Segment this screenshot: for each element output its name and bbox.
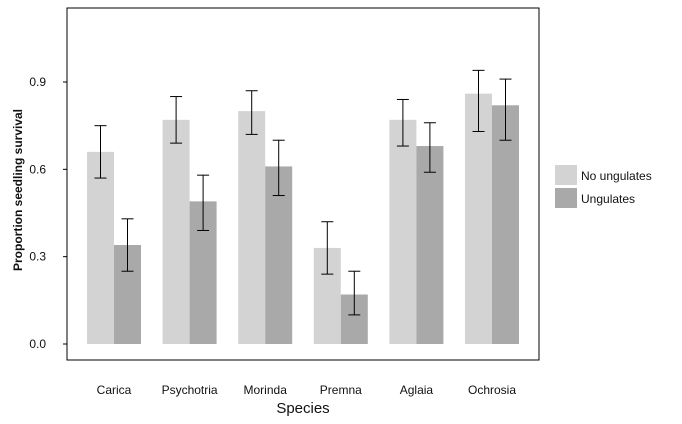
error-bar: [472, 69, 485, 132]
error-bar: [499, 78, 512, 141]
bar-ochrosia-no-ungulates: [465, 93, 492, 345]
error-bar: [197, 174, 210, 231]
y-tick-label: 0.0: [29, 337, 46, 351]
error-bar: [321, 221, 334, 275]
x-tick-label: Morinda: [244, 383, 288, 397]
plot-frame: [66, 7, 540, 361]
error-bar: [396, 98, 409, 147]
legend-label: No ungulates: [581, 169, 652, 183]
y-axis-title: Proportion seedling survival: [11, 109, 25, 271]
y-tick-label: 0.3: [29, 250, 46, 264]
bar-aglaia-ungulates: [416, 146, 444, 344]
bar-morinda-no-ungulates: [238, 111, 266, 344]
y-tick-label: 0.6: [29, 162, 46, 176]
error-bar: [272, 139, 285, 197]
bar-aglaia-no-ungulates: [389, 119, 417, 344]
x-axis: Carica Psychotria Morinda Premna Aglaia Ochro…: [97, 383, 517, 397]
error-bar: [348, 270, 361, 316]
error-bar: [170, 96, 183, 144]
error-bar: [121, 218, 134, 272]
x-tick-label: Ochrosia: [468, 383, 516, 397]
legend-swatch: [555, 188, 577, 208]
legend-label: Ungulates: [581, 192, 635, 206]
bar-carica-no-ungulates: [87, 151, 114, 344]
bars-layer: [87, 93, 519, 345]
legend: No ungulates Ungulates: [555, 165, 652, 208]
error-bars-layer: [94, 69, 512, 316]
bar-ochrosia-ungulates: [492, 105, 519, 345]
x-tick-label: Carica: [97, 383, 132, 397]
error-bar: [245, 90, 258, 135]
legend-swatch: [555, 165, 577, 185]
x-tick-label: Premna: [320, 383, 362, 397]
x-tick-label: Aglaia: [400, 383, 434, 397]
x-axis-title: Species: [276, 400, 329, 417]
y-axis: 0.0 0.3 0.6 0.9: [29, 75, 67, 351]
y-tick-label: 0.9: [29, 75, 46, 89]
error-bar: [94, 125, 107, 179]
bar-psychotria-no-ungulates: [162, 119, 190, 344]
x-tick-label: Psychotria: [162, 383, 218, 397]
error-bar: [423, 122, 436, 173]
